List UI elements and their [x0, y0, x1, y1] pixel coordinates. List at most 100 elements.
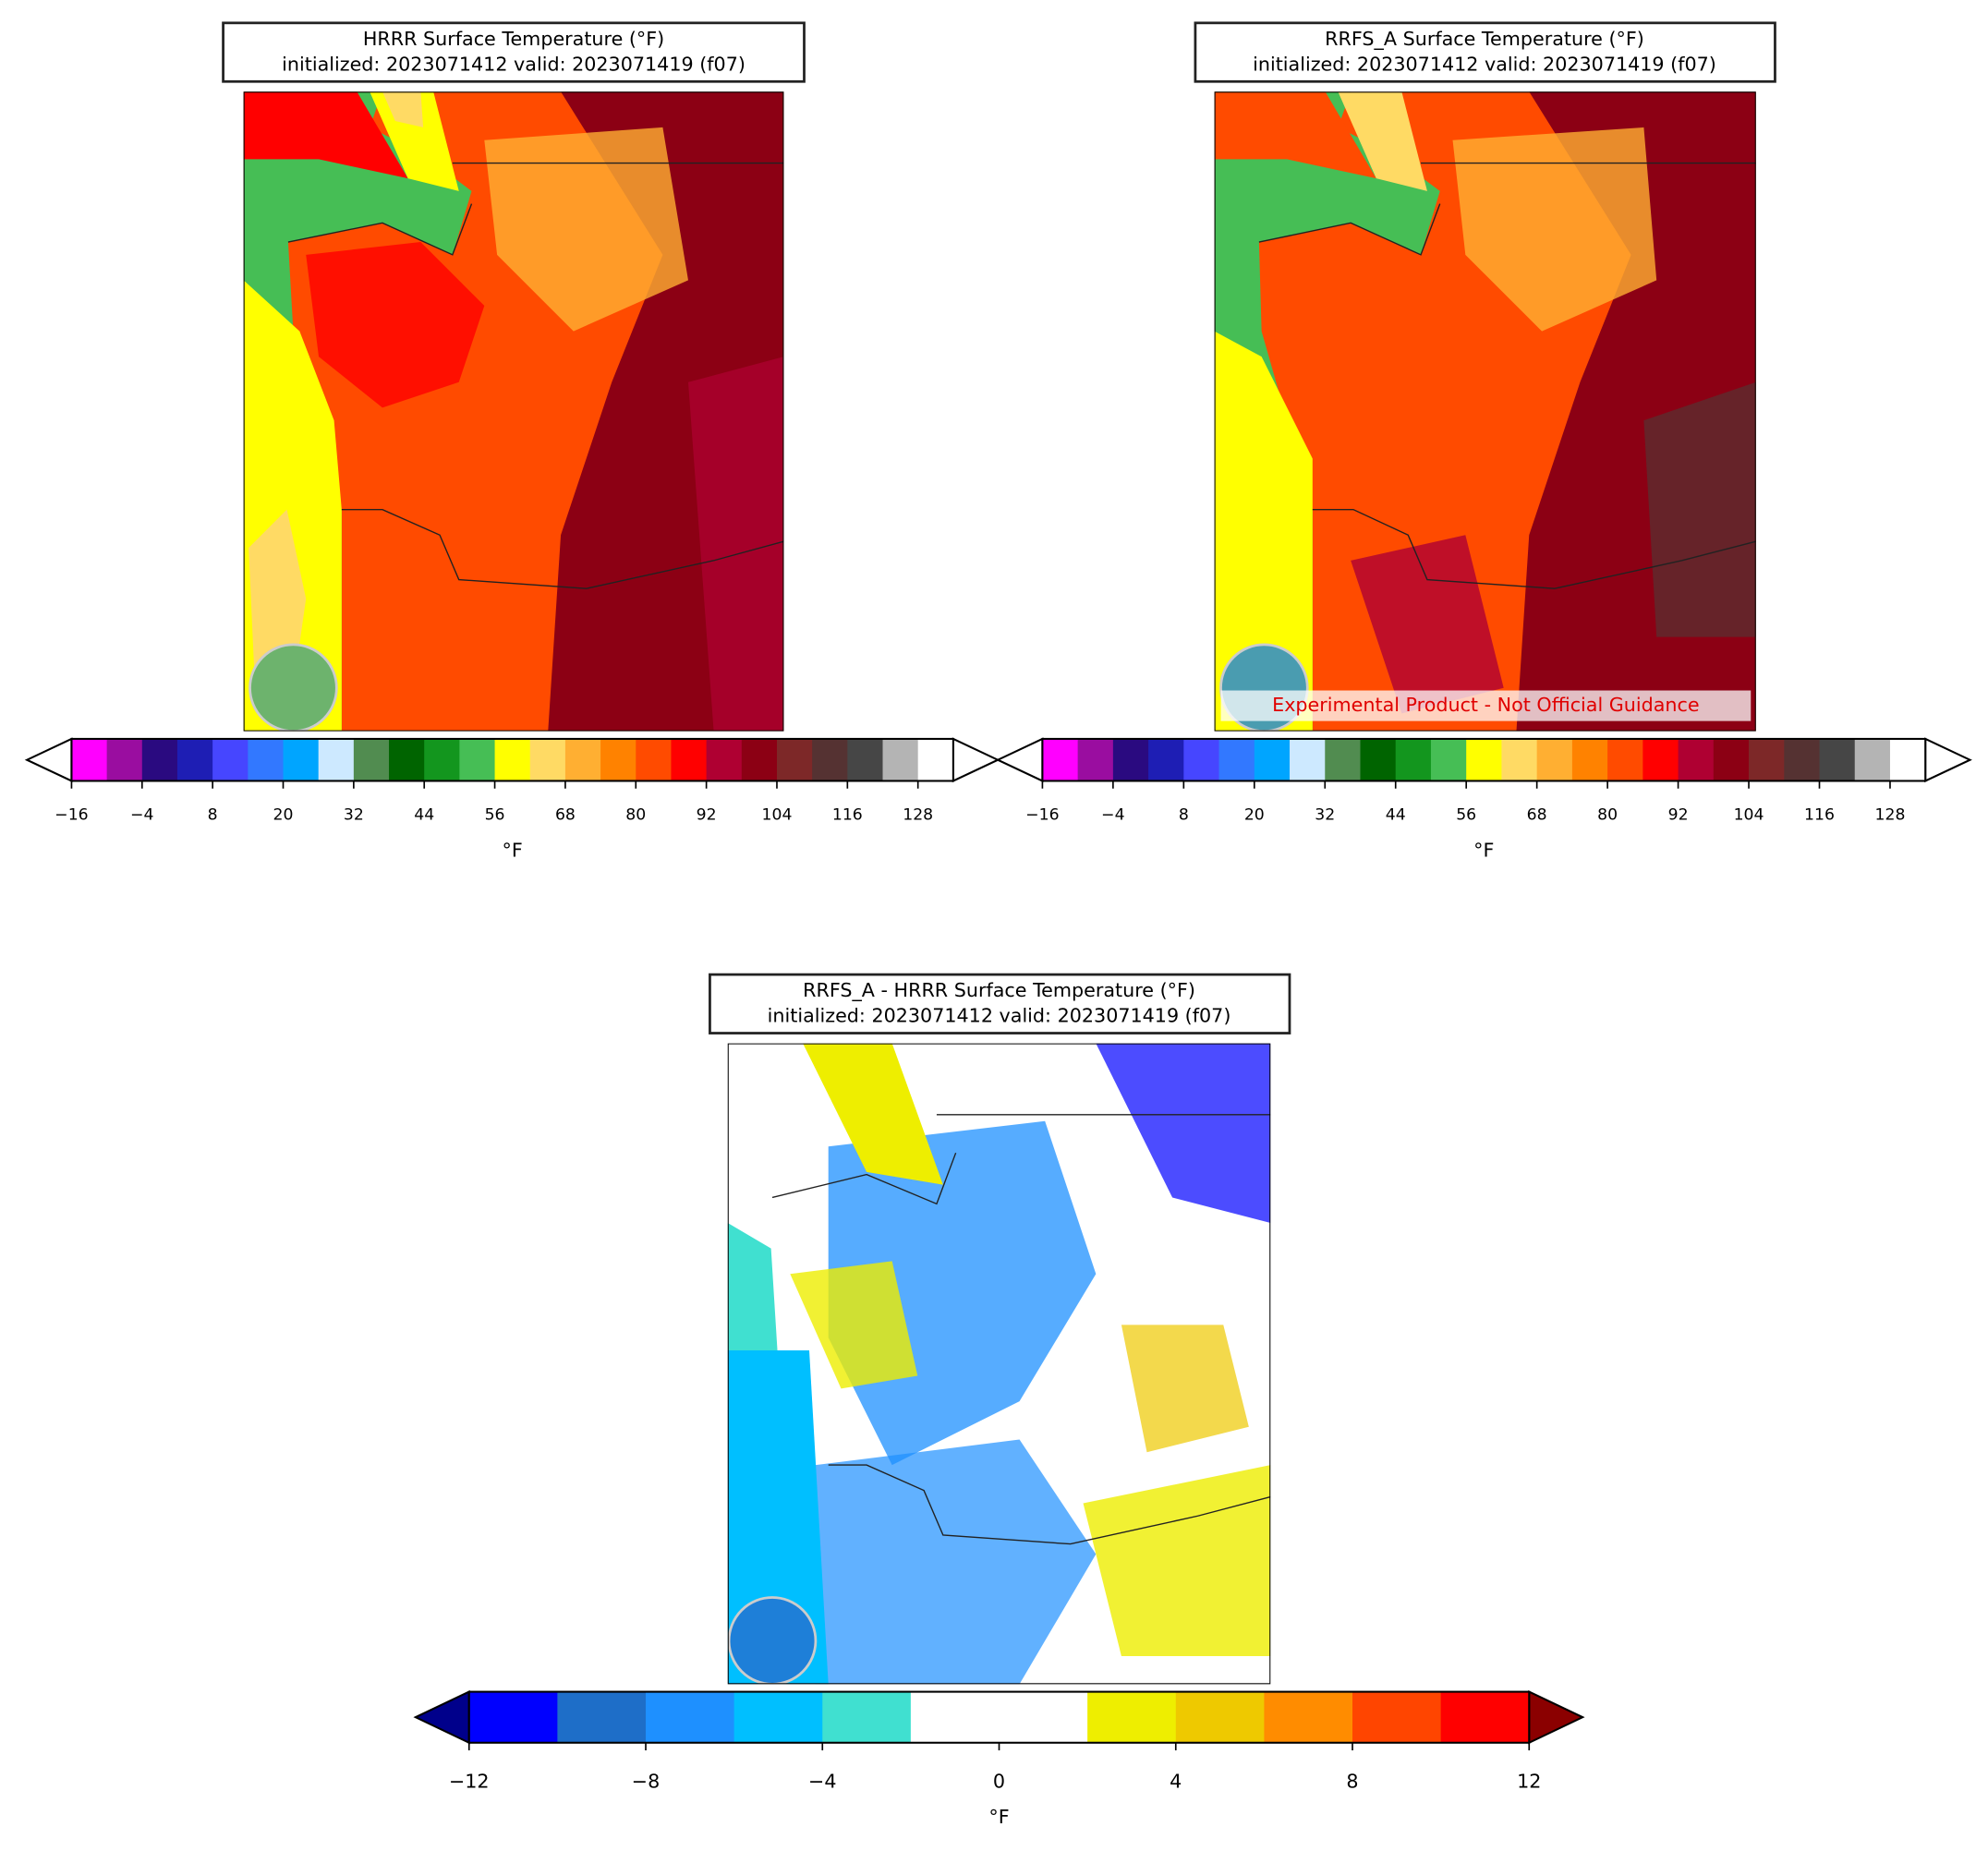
colorbar-segment — [1678, 738, 1715, 781]
colorbar-tick-label: 80 — [625, 806, 646, 825]
colorbar-label: °F — [1473, 839, 1494, 861]
annotation: Experimental Product - Not Official Guid… — [1272, 694, 1699, 716]
colorbar-segment — [733, 1691, 823, 1743]
colorbar-segment — [1501, 738, 1538, 781]
colorbar-extend-under — [413, 1689, 470, 1745]
colorbar-tick-label: 56 — [1456, 806, 1476, 825]
colorbar-segment — [212, 738, 248, 781]
colorbar-segment — [1254, 738, 1291, 781]
colorbar-tick-label: 20 — [1244, 806, 1265, 825]
colorbar-segment — [999, 1691, 1088, 1743]
colorbar-frame — [1041, 737, 1927, 782]
colorbar-tick-label: 32 — [1315, 806, 1335, 825]
colorbar-segment — [459, 738, 495, 781]
title-box — [222, 21, 806, 83]
colorbar-segment — [1352, 1691, 1442, 1743]
colorbar-tick-label: 92 — [697, 806, 717, 825]
map-hrrr — [243, 91, 784, 732]
map-rrfs — [1214, 91, 1756, 732]
colorbar-segment — [671, 738, 708, 781]
colorbar-segment — [917, 738, 954, 781]
colorbar-frame — [70, 737, 954, 782]
colorbar-tick-label: −4 — [1101, 806, 1124, 825]
colorbar-extend-under — [995, 737, 1044, 783]
colorbar-tick-label: −8 — [632, 1771, 660, 1793]
colorbar-segment — [910, 1691, 1000, 1743]
colorbar-segment — [776, 738, 813, 781]
colorbar-tick-label: 32 — [344, 806, 364, 825]
colorbar-segment — [1077, 738, 1114, 781]
colorbar-segment — [1175, 1691, 1265, 1743]
title: RRFS_A Surface Temperature (°F) — [1325, 28, 1644, 51]
colorbar-segment — [1264, 1691, 1353, 1743]
colorbar-segment — [1183, 738, 1219, 781]
title-box — [1194, 21, 1776, 83]
colorbar-tick-label: −16 — [55, 806, 88, 825]
colorbar-segment — [646, 1691, 735, 1743]
colorbar-tick-label: −4 — [130, 806, 153, 825]
colorbar-label: °F — [503, 839, 523, 861]
colorbar-tick-label: 116 — [1804, 806, 1835, 825]
colorbar-segment — [1360, 738, 1397, 781]
colorbar-segment — [1148, 738, 1184, 781]
colorbar-segment — [71, 738, 108, 781]
colorbar-tick-label: 8 — [1179, 806, 1189, 825]
colorbar-extend-over — [1924, 737, 1972, 783]
colorbar-segment — [468, 1691, 558, 1743]
colorbar-segment — [822, 1691, 912, 1743]
colorbar-segment — [741, 738, 778, 781]
colorbar-segment — [529, 738, 566, 781]
annotation-box — [1220, 690, 1752, 721]
colorbar-segment — [600, 738, 636, 781]
colorbar-segment — [564, 738, 601, 781]
colorbar-tick-label: 68 — [555, 806, 576, 825]
colorbar-segment — [706, 738, 743, 781]
colorbar-label: °F — [988, 1806, 1009, 1828]
colorbar-tick-label: 12 — [1517, 1771, 1541, 1793]
colorbar-tick-label: 20 — [273, 806, 294, 825]
colorbar-segment — [557, 1691, 647, 1743]
colorbar-segment — [1784, 738, 1820, 781]
colorbar-tick-label: 8 — [208, 806, 218, 825]
colorbar-extend-over — [952, 737, 1000, 783]
colorbar-segment — [1889, 738, 1926, 781]
colorbar-segment — [1218, 738, 1255, 781]
colorbar-segment — [1713, 738, 1750, 781]
colorbar-segment — [1430, 738, 1467, 781]
colorbar-segment — [283, 738, 320, 781]
colorbar-tick-label: 128 — [903, 806, 933, 825]
colorbar-segment — [812, 738, 848, 781]
colorbar-segment — [636, 738, 672, 781]
colorbar-segment — [1087, 1691, 1177, 1743]
colorbar-segment — [1290, 738, 1326, 781]
colorbar-tick-label: 92 — [1668, 806, 1689, 825]
colorbar-segment — [1440, 1691, 1530, 1743]
title-box — [709, 973, 1291, 1034]
colorbar-segment — [494, 738, 531, 781]
colorbar-tick-label: 128 — [1875, 806, 1906, 825]
colorbar-segment — [1112, 738, 1149, 781]
colorbar-segment — [847, 738, 883, 781]
colorbar-tick-label: 44 — [1386, 806, 1406, 825]
colorbar-segment — [1607, 738, 1643, 781]
colorbar-segment — [1536, 738, 1573, 781]
colorbar-tick-label: 4 — [1170, 1771, 1182, 1793]
colorbar-segment — [1466, 738, 1502, 781]
title: HRRR Surface Temperature (°F) — [363, 28, 664, 50]
colorbar-tick-label: −4 — [808, 1771, 836, 1793]
colorbar-tick-label: 8 — [1346, 1771, 1358, 1793]
colorbar-segment — [106, 738, 143, 781]
colorbar-segment — [424, 738, 460, 781]
colorbar-segment — [389, 738, 425, 781]
colorbar-tick-label: 44 — [414, 806, 434, 825]
colorbar-extend-under — [24, 737, 73, 783]
colorbar-tick-label: 0 — [993, 1771, 1005, 1793]
title: RRFS_A - HRRR Surface Temperature (°F) — [803, 979, 1195, 1002]
colorbar-segment — [1854, 738, 1891, 781]
colorbar-segment — [141, 738, 178, 781]
colorbar-segment — [353, 738, 390, 781]
colorbar-tick-label: 80 — [1597, 806, 1618, 825]
colorbar-extend-over — [1528, 1689, 1585, 1745]
subtitle: initialized: 2023071412 valid: 202307141… — [768, 1005, 1231, 1027]
